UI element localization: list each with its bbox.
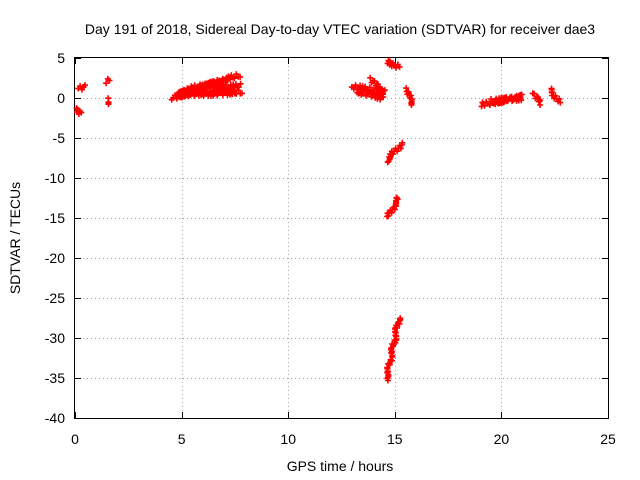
- data-point-markers: [210, 80, 244, 94]
- data-point-markers: [384, 315, 404, 384]
- y-tick-label: -30: [45, 330, 65, 346]
- data-series-segment: [188, 71, 244, 93]
- data-point-markers: [105, 95, 112, 108]
- data-point-markers: [354, 86, 387, 103]
- x-tick-label: 10: [280, 431, 296, 447]
- data-series-segment: [384, 315, 404, 384]
- y-tick-label: -40: [45, 410, 65, 426]
- grid: [75, 58, 608, 418]
- data-series-segment: [105, 95, 112, 108]
- data-series-segment: [529, 90, 544, 108]
- data-series-segment: [367, 74, 387, 98]
- x-tick-label: 5: [178, 431, 186, 447]
- data-series-segment: [384, 57, 403, 71]
- y-tick-label: -10: [45, 170, 65, 186]
- y-tick-label: -20: [45, 250, 65, 266]
- data-series-segment: [210, 80, 244, 94]
- data-point-markers: [384, 57, 403, 71]
- data-points: [73, 57, 564, 384]
- chart-title: Day 191 of 2018, Sidereal Day-to-day VTE…: [85, 21, 595, 37]
- data-series-segment: [498, 91, 525, 105]
- data-series-segment: [548, 85, 564, 106]
- data-series-segment: [103, 75, 113, 87]
- data-series-segment: [73, 105, 85, 117]
- data-point-markers: [188, 71, 244, 93]
- data-series-segment: [384, 194, 401, 220]
- y-tick-label: -15: [45, 210, 65, 226]
- data-point-markers: [384, 194, 401, 220]
- y-tick-label: -5: [53, 130, 66, 146]
- y-tick-label: 0: [57, 90, 65, 106]
- y-axis-label: SDTVAR / TECUs: [7, 182, 23, 294]
- x-tick-label: 0: [71, 431, 79, 447]
- data-point-markers: [103, 75, 113, 87]
- data-point-markers: [384, 139, 406, 166]
- data-point-markers: [529, 90, 544, 108]
- y-tick-label: -25: [45, 290, 65, 306]
- plot-frame: [74, 57, 609, 419]
- axis-ticks: 0 5 10 15 20 25 5 0 -5 -10 -15 -20 -25 -30 -35 -40: [45, 50, 616, 447]
- y-tick-label: 5: [57, 50, 65, 66]
- data-point-markers: [403, 85, 415, 108]
- x-tick-label: 15: [387, 431, 403, 447]
- x-tick-label: 25: [600, 431, 616, 447]
- data-point-markers: [75, 82, 88, 93]
- y-tick-label: -35: [45, 370, 65, 386]
- data-point-markers: [367, 74, 387, 98]
- data-point-markers: [73, 105, 85, 117]
- data-point-markers: [548, 85, 564, 106]
- x-axis-label: GPS time / hours: [287, 458, 394, 474]
- data-series-segment: [403, 85, 415, 108]
- x-tick-label: 20: [494, 431, 510, 447]
- data-series-segment: [75, 82, 88, 93]
- data-series-segment: [354, 86, 387, 103]
- data-point-markers: [498, 91, 525, 105]
- data-series-segment: [384, 139, 406, 166]
